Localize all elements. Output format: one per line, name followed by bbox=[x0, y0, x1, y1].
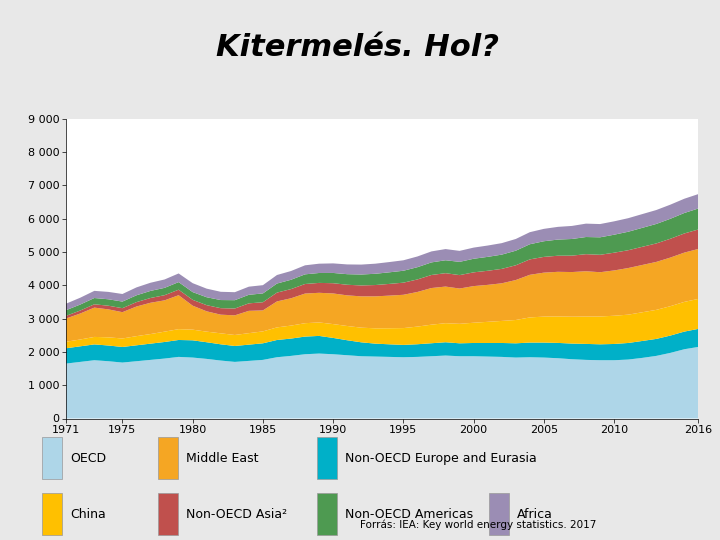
Text: China: China bbox=[70, 508, 106, 521]
Text: Forrás: IEA: Key world energy statistics. 2017: Forrás: IEA: Key world energy statistics… bbox=[360, 520, 596, 530]
Text: Non-OECD Americas: Non-OECD Americas bbox=[345, 508, 473, 521]
Text: OECD: OECD bbox=[70, 452, 106, 465]
FancyBboxPatch shape bbox=[158, 437, 178, 480]
FancyBboxPatch shape bbox=[489, 493, 509, 535]
Text: Africa: Africa bbox=[517, 508, 553, 521]
Text: Non-OECD Asia²: Non-OECD Asia² bbox=[186, 508, 287, 521]
Text: Middle East: Middle East bbox=[186, 452, 258, 465]
FancyBboxPatch shape bbox=[158, 493, 178, 535]
Text: Kitermelés. Hol?: Kitermelés. Hol? bbox=[216, 33, 499, 63]
FancyBboxPatch shape bbox=[317, 493, 337, 535]
FancyBboxPatch shape bbox=[42, 437, 62, 480]
FancyBboxPatch shape bbox=[42, 493, 62, 535]
FancyBboxPatch shape bbox=[317, 437, 337, 480]
Text: Non-OECD Europe and Eurasia: Non-OECD Europe and Eurasia bbox=[345, 452, 536, 465]
